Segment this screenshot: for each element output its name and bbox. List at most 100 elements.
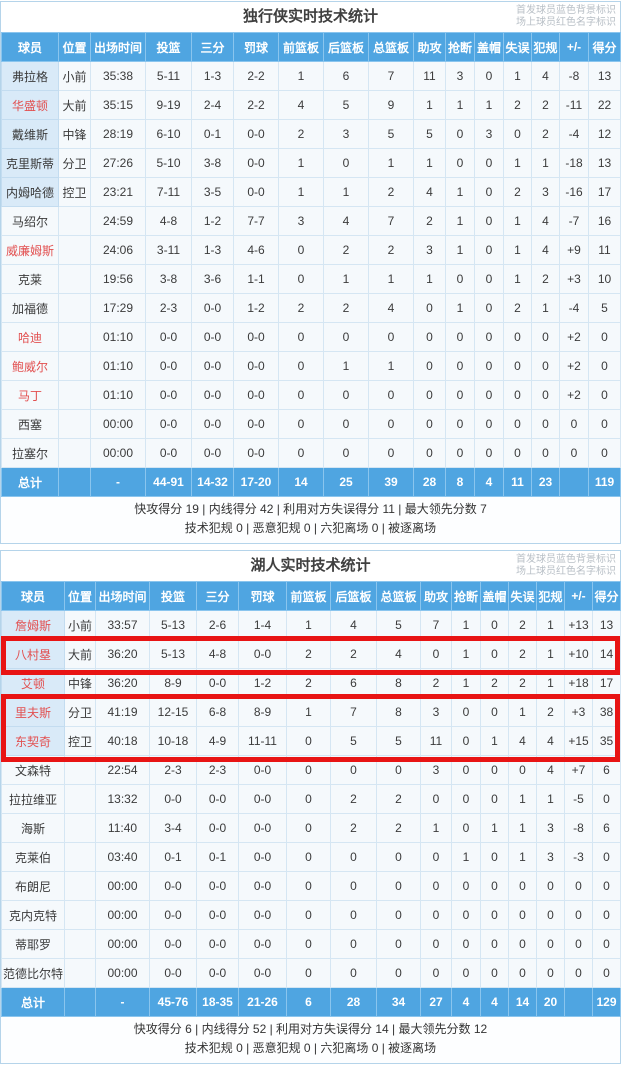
stat-cell: 0 [420,929,452,959]
stat-cell: 1 [508,697,537,727]
stat-cell: 0 [592,842,621,872]
stat-cell: 0 [536,900,565,930]
stat-cell: 6 [330,668,377,698]
column-header: 前篮板 [286,581,331,611]
stat-cell: 0 [474,177,504,207]
stat-cell: 1 [508,842,537,872]
player-name: 哈迪 [1,322,59,352]
stat-cell: 0 [588,322,621,352]
stat-cell: 6 [323,61,369,91]
stat-cell: 3 [536,813,565,843]
stat-cell: 0-1 [196,842,239,872]
stat-cell: 0 [413,351,446,381]
stat-cell: 0 [420,900,452,930]
column-header: 助攻 [420,581,452,611]
stat-cell: 1 [451,668,481,698]
stat-cell: -4 [559,119,589,149]
mavericks-stats-table: 球员 位置 出场时间 投篮 三分 罚球 前篮板 后篮板 总篮板 助攻 抢断 盖帽 失误 犯规 +/- 得分 弗… [1,32,621,497]
stat-cell: 0-0 [233,177,279,207]
stat-cell: 22 [588,90,621,120]
stat-cell: 36:20 [95,668,150,698]
stat-cell: 0 [286,958,331,988]
player-name: 文森特 [1,755,65,785]
stat-cell: 0 [503,322,532,352]
player-position: 小前 [58,61,91,91]
player-row: 艾顿 中锋 36:20 8-9 0-0 1-2 2 6 8 2 1 2 2 1 +18 17 [1,668,621,698]
stat-cell: 2-3 [196,755,239,785]
legend-oncourt-note: 场上球员红色名字标识 [516,566,616,577]
stat-cell: 0 [323,380,369,410]
stat-cell: 2 [503,177,532,207]
stat-cell: 0 [330,900,377,930]
stat-cell: 2 [330,639,377,669]
stat-cell: 0 [330,929,377,959]
stat-cell: 1 [413,264,446,294]
stat-cell: 0-0 [238,813,287,843]
totals-row: 总计 -44-91 14-32 17-20 14 25 39 28 8 4 11 23 119 [1,467,621,497]
player-row: 哈迪 01:10 0-0 0-0 0-0 0 0 0 0 0 0 0 0 +2 0 [1,322,621,352]
column-header: 球员 [1,32,59,62]
stat-cell: 27:26 [90,148,146,178]
player-row: 克莱 19:56 3-8 3-6 1-1 0 1 1 1 0 0 1 2 +3 10 [1,264,621,294]
totals-cell [564,987,593,1017]
stat-cell: 0 [508,871,537,901]
stat-cell: 11 [413,61,446,91]
stat-cell: 2 [286,668,331,698]
player-name: 加福德 [1,293,59,323]
stat-cell: -3 [564,842,593,872]
stat-cell: 2 [420,668,452,698]
stat-cell: 7 [368,206,414,236]
stat-cell: -8 [559,61,589,91]
stat-cell: 00:00 [95,900,150,930]
stat-cell: 0 [445,409,475,439]
stat-cell: 0 [278,351,324,381]
stat-cell: 13 [588,148,621,178]
stat-cell: 0-0 [149,784,197,814]
column-header: 投篮 [145,32,192,62]
stat-cell: 1 [323,177,369,207]
stat-cell: -4 [559,293,589,323]
stat-cell: 2 [536,697,565,727]
stat-cell: 2 [278,293,324,323]
player-name: 海斯 [1,813,65,843]
stat-cell: 2 [508,668,537,698]
stat-cell: +3 [564,697,593,727]
stat-cell: 00:00 [95,871,150,901]
stat-cell: +7 [564,755,593,785]
column-header: 抢断 [451,581,481,611]
stat-cell: 5 [376,610,421,640]
stat-cell: 1 [445,235,475,265]
stat-cell: 0 [420,639,452,669]
stat-cell: 1-3 [191,235,234,265]
player-row: 东契奇 控卫 40:18 10-18 4-9 11-11 0 5 5 11 0 1 4 4 +15 35 [1,726,621,756]
player-name: 威廉姆斯 [1,235,59,265]
player-position [58,380,91,410]
stat-cell: 0-0 [238,842,287,872]
totals-cell: 4 [480,987,509,1017]
stat-cell: 28:19 [90,119,146,149]
legend-starter-note: 首发球员蓝色背景标识 [516,5,616,16]
stat-cell: 2-2 [233,90,279,120]
column-header: 球员 [1,581,65,611]
stat-cell: 4 [330,610,377,640]
stat-cell: 13 [588,61,621,91]
stat-cell: 3 [413,235,446,265]
stat-cell: 0 [588,438,621,468]
stat-cell: 0 [368,380,414,410]
stat-cell: 0 [278,409,324,439]
stat-cell: 10-18 [149,726,197,756]
stat-cell: 4 [531,235,560,265]
stat-cell: 0 [451,958,481,988]
stat-cell: 3 [420,755,452,785]
stat-cell: 3-11 [145,235,192,265]
stat-cell: 6 [592,813,621,843]
player-name: 克莱伯 [1,842,65,872]
stat-cell: 5-10 [145,148,192,178]
stat-cell: 4 [531,206,560,236]
stat-cell: 1 [445,177,475,207]
totals-cell: - [95,987,150,1017]
stat-cell: 5 [588,293,621,323]
stat-cell: 0 [376,929,421,959]
stat-cell: 0-0 [149,929,197,959]
stat-cell: 1 [480,726,509,756]
